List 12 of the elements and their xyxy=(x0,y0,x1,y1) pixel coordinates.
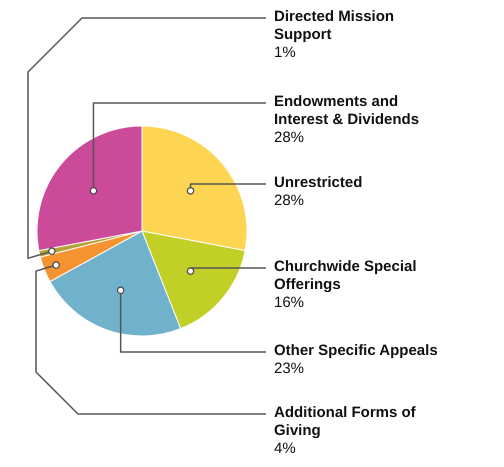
data-label: 23% xyxy=(274,360,304,377)
slice-label: Churchwide Special Offerings xyxy=(274,258,417,293)
slice-label: Endowments and Interest & Dividends xyxy=(274,93,420,128)
data-label: 1% xyxy=(274,44,296,61)
slice-label: Directed Mission Support xyxy=(274,8,394,43)
slice-label: Other Specific Appeals xyxy=(274,342,438,359)
data-label: 28% xyxy=(274,129,304,146)
data-label: 16% xyxy=(274,294,304,311)
slice-label: Additional Forms of Giving xyxy=(274,404,417,439)
data-label: 28% xyxy=(274,192,304,209)
slice-label: Unrestricted xyxy=(274,174,362,191)
data-label: 4% xyxy=(274,440,296,457)
